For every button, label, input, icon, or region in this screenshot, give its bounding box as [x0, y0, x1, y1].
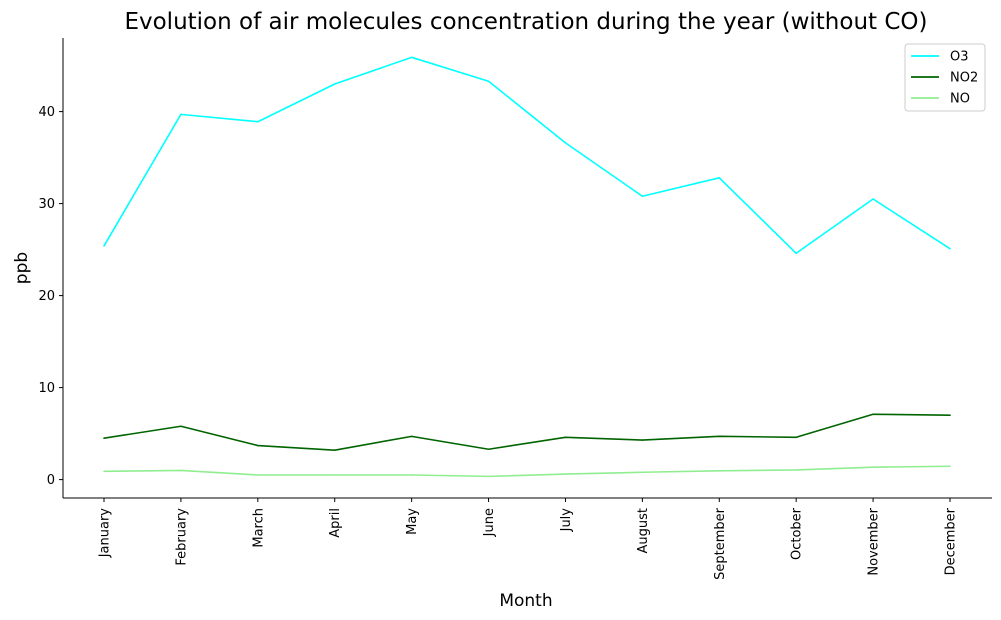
series-line-o3	[103, 56, 951, 255]
data-point-no	[718, 470, 721, 472]
y-tick-label: 10	[38, 381, 55, 396]
data-point-no	[872, 466, 874, 468]
data-point-o3	[795, 252, 797, 255]
data-point-o3	[257, 120, 259, 123]
data-point-no	[333, 474, 336, 476]
data-point-o3	[949, 247, 951, 250]
y-tick-label: 0	[47, 473, 55, 488]
data-point-no2	[333, 449, 336, 451]
data-point-no2	[180, 425, 182, 428]
data-point-no2	[487, 448, 490, 451]
data-point-no	[564, 473, 567, 475]
data-point-o3	[487, 80, 490, 83]
x-tick-label: December	[944, 507, 959, 575]
y-tick-label: 20	[38, 289, 55, 304]
data-point-o3	[564, 142, 567, 144]
data-point-no2	[718, 435, 721, 438]
data-point-o3	[641, 195, 644, 198]
data-point-no	[487, 475, 490, 478]
x-tick-label: January	[98, 508, 113, 559]
data-point-no	[641, 471, 644, 474]
x-axis-label: Month	[499, 591, 552, 611]
data-point-no2	[257, 444, 259, 447]
legend-label: NO2	[950, 71, 978, 86]
plot-area	[103, 56, 951, 478]
y-tick-label: 30	[38, 197, 55, 212]
x-axis-ticks: January February March April May June July Augu…	[98, 498, 959, 580]
data-point-no2	[795, 436, 797, 439]
x-tick-label: March	[251, 508, 266, 548]
data-point-no2	[564, 436, 567, 439]
data-point-no	[180, 469, 182, 472]
data-point-o3	[718, 177, 721, 179]
x-tick-label: February	[174, 508, 189, 566]
data-point-no2	[641, 439, 644, 441]
data-point-o3	[410, 56, 413, 59]
data-point-no2	[949, 414, 951, 417]
x-tick-label: May	[405, 508, 420, 535]
data-point-no2	[872, 413, 874, 416]
x-tick-label: November	[867, 507, 882, 575]
legend-label: NO	[950, 92, 970, 107]
x-tick-label: July	[559, 508, 574, 533]
chart-title: Evolution of air molecules concentration…	[124, 9, 927, 35]
data-point-o3	[872, 198, 874, 200]
data-point-no	[103, 470, 105, 473]
data-point-no	[949, 465, 951, 468]
legend: O3 NO2 NO	[904, 43, 986, 112]
data-point-no	[795, 469, 797, 471]
x-tick-label: October	[790, 507, 805, 560]
data-point-no	[410, 474, 413, 476]
legend-box	[904, 43, 986, 112]
data-point-o3	[333, 83, 336, 85]
y-tick-label: 40	[38, 105, 55, 120]
data-point-no	[257, 474, 259, 476]
x-tick-label: August	[636, 508, 651, 554]
data-point-o3	[103, 245, 105, 247]
legend-label: O3	[950, 50, 969, 65]
x-tick-label: June	[482, 508, 497, 537]
data-point-no2	[103, 437, 105, 440]
data-point-o3	[180, 113, 182, 116]
y-axis-ticks: 0 10 20 30 40	[38, 105, 63, 488]
x-tick-label: September	[713, 507, 728, 580]
y-axis-label: ppb	[12, 252, 32, 284]
series-line-no	[103, 465, 951, 478]
data-point-no2	[410, 435, 413, 438]
x-tick-label: April	[328, 508, 343, 538]
series-line-no2	[103, 413, 951, 451]
